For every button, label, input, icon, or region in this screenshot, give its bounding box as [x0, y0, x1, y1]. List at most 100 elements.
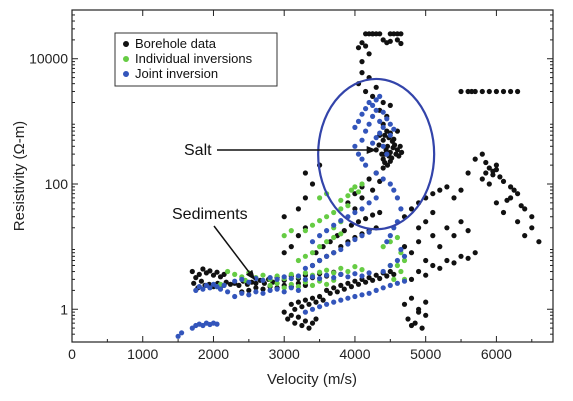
- data-point: [373, 135, 379, 141]
- data-point: [331, 270, 337, 276]
- data-point: [309, 295, 316, 301]
- data-point: [387, 102, 393, 108]
- data-point: [384, 143, 391, 149]
- data-point: [331, 209, 337, 216]
- data-point: [334, 289, 340, 295]
- data-point: [493, 167, 499, 173]
- annotation-salt: Salt: [184, 142, 212, 159]
- data-point: [345, 268, 351, 275]
- ticks-layer: 0 1000 2000 3000 4000 5000 6000 1 100 10000: [29, 9, 553, 362]
- y-tick-label: 1: [60, 301, 68, 317]
- data-point: [370, 113, 376, 119]
- data-point: [221, 282, 227, 288]
- data-point: [295, 273, 301, 279]
- data-point: [444, 184, 450, 190]
- data-point: [292, 320, 298, 326]
- data-point: [324, 239, 330, 245]
- data-point: [377, 209, 383, 216]
- data-point: [355, 219, 362, 225]
- data-point: [397, 143, 403, 149]
- data-point: [373, 272, 379, 278]
- data-point: [394, 262, 400, 269]
- data-point: [345, 280, 351, 286]
- data-point: [359, 59, 365, 65]
- y-tick-label: 10000: [29, 51, 68, 67]
- data-point: [324, 253, 330, 259]
- data-point: [338, 297, 344, 303]
- data-point: [359, 181, 365, 187]
- data-point: [379, 151, 385, 157]
- x-axis-label: Velocity (m/s): [267, 371, 357, 388]
- data-point: [288, 301, 294, 307]
- data-point: [377, 275, 383, 282]
- data-point: [451, 233, 457, 239]
- data-point: [348, 187, 354, 193]
- data-point: [359, 111, 365, 117]
- data-point: [352, 206, 358, 212]
- legend: Borehole data Individual inversions Join…: [114, 32, 278, 87]
- data-point: [281, 233, 287, 239]
- data-point: [239, 290, 245, 296]
- data-point: [196, 271, 202, 277]
- data-point: [380, 268, 386, 275]
- data-point: [387, 268, 393, 275]
- data-point: [359, 137, 365, 143]
- data-point: [359, 70, 365, 76]
- data-point: [355, 45, 362, 51]
- data-point: [288, 275, 294, 282]
- data-point: [408, 295, 415, 301]
- data-point: [366, 51, 372, 57]
- y-tick-label: 100: [45, 176, 69, 192]
- data-point: [363, 106, 369, 112]
- data-point: [317, 233, 323, 239]
- data-point: [175, 333, 181, 339]
- data-point: [398, 40, 404, 47]
- x-tick-label: 1000: [127, 346, 158, 362]
- data-point: [313, 316, 319, 322]
- data-point: [423, 312, 429, 318]
- data-point: [302, 270, 308, 276]
- data-point: [200, 286, 206, 292]
- data-point: [193, 287, 199, 293]
- data-point: [366, 275, 372, 281]
- data-point: [232, 293, 238, 300]
- data-point: [309, 320, 316, 326]
- data-point: [511, 187, 517, 193]
- data-point: [416, 268, 422, 275]
- data-point: [359, 292, 365, 298]
- data-point: [373, 170, 379, 176]
- data-point: [380, 37, 386, 43]
- data-point: [345, 203, 351, 209]
- data-point: [408, 322, 415, 329]
- data-point: [370, 187, 376, 193]
- data-point: [398, 246, 404, 253]
- data-point: [398, 31, 404, 37]
- data-point: [366, 200, 372, 206]
- data-point: [352, 124, 358, 130]
- data-point: [387, 158, 393, 164]
- data-point: [515, 88, 521, 95]
- data-point: [324, 214, 330, 220]
- data-point: [288, 271, 294, 277]
- data-point: [465, 255, 471, 261]
- data-point: [370, 102, 376, 108]
- data-point: [246, 292, 252, 298]
- data-point: [317, 218, 323, 224]
- data-point: [508, 88, 514, 95]
- legend-label-joint: Joint inversion: [135, 66, 218, 81]
- data-point: [366, 121, 372, 127]
- data-point: [380, 176, 386, 182]
- data-point: [363, 162, 369, 168]
- data-point: [359, 195, 365, 201]
- data-point: [281, 250, 287, 256]
- data-point: [331, 275, 337, 281]
- data-point: [338, 197, 344, 203]
- data-point: [437, 187, 443, 193]
- data-point: [384, 273, 390, 279]
- data-point: [387, 233, 393, 239]
- data-point: [363, 279, 369, 285]
- data-point: [221, 271, 227, 277]
- data-point: [401, 257, 408, 264]
- data-point: [352, 143, 358, 149]
- data-point: [408, 250, 415, 256]
